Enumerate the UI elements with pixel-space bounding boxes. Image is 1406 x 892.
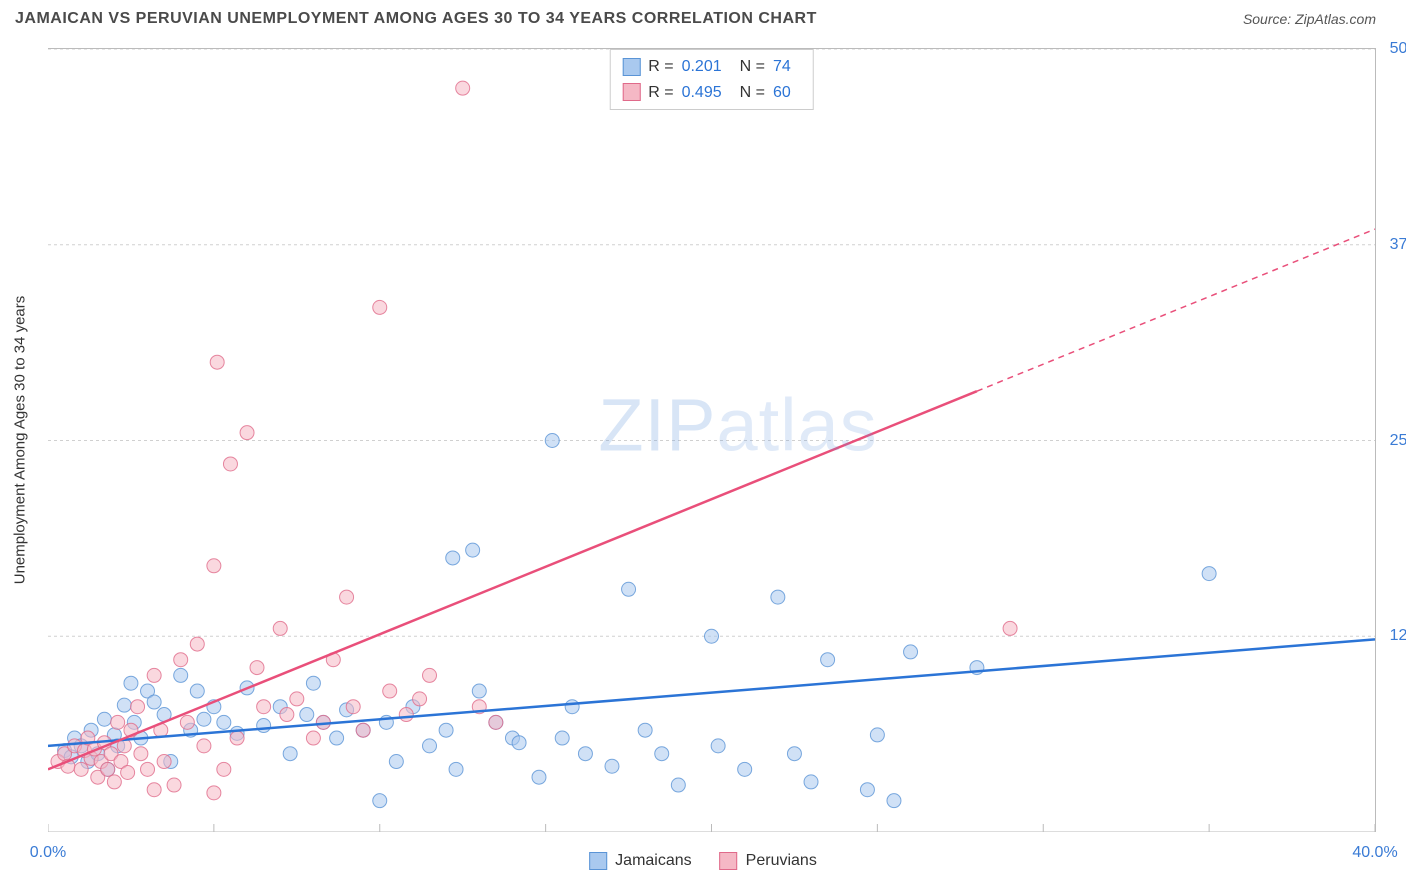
legend-item-peruvians: Peruvians [720,852,817,870]
y-axis-label: Unemployment Among Ages 30 to 34 years [12,296,29,585]
series-legend: Jamaicans Peruvians [589,852,817,870]
chart-title: JAMAICAN VS PERUVIAN UNEMPLOYMENT AMONG … [15,10,817,28]
y-tick-label: 25.0% [1390,432,1406,450]
y-tick-label: 50.0% [1390,40,1406,58]
correlation-row-1: R = 0.495 N = 60 [622,80,801,106]
r-value-0: 0.201 [682,54,722,80]
legend-label-peruvians: Peruvians [746,852,817,870]
n-value-1: 60 [773,80,791,106]
x-tick-label: 0.0% [30,844,66,862]
n-label-1: N = [740,80,765,106]
swatch-peruvians [622,83,640,101]
y-tick-label: 37.5% [1390,236,1406,254]
chart-container: JAMAICAN VS PERUVIAN UNEMPLOYMENT AMONG … [0,0,1406,892]
legend-swatch-peruvians [720,852,738,870]
source-attribution: Source: ZipAtlas.com [1243,11,1376,27]
r-label-0: R = [648,54,673,80]
legend-swatch-jamaicans [589,852,607,870]
correlation-row-0: R = 0.201 N = 74 [622,54,801,80]
x-tick-label: 40.0% [1352,844,1397,862]
legend-label-jamaicans: Jamaicans [615,852,691,870]
header-row: JAMAICAN VS PERUVIAN UNEMPLOYMENT AMONG … [0,0,1406,33]
correlation-legend: R = 0.201 N = 74 R = 0.495 N = 60 [609,49,814,110]
n-value-0: 74 [773,54,791,80]
n-label-0: N = [740,54,765,80]
plot-area: ZIPatlas R = 0.201 N = 74 R = 0.495 N = … [48,48,1376,832]
y-tick-label: 12.5% [1390,627,1406,645]
swatch-jamaicans [622,58,640,76]
r-value-1: 0.495 [682,80,722,106]
plot-outer: Unemployment Among Ages 30 to 34 years Z… [48,48,1376,832]
chart-svg [48,49,1375,832]
r-label-1: R = [648,80,673,106]
legend-item-jamaicans: Jamaicans [589,852,691,870]
